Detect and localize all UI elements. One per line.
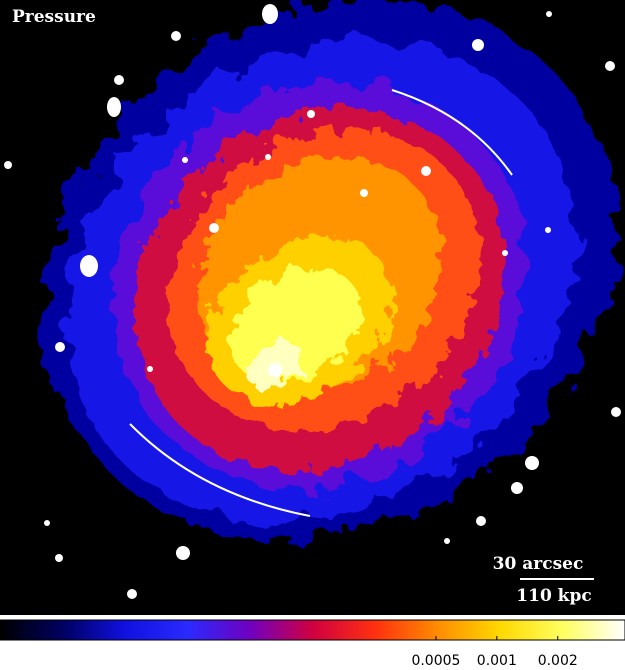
shock-arcs [129,89,513,517]
colorbar [0,619,625,641]
cluster-emission [44,0,616,541]
scale-bar-physical: 110 kpc [516,586,591,606]
point-sources [4,4,621,599]
colorbar-tick-label: 0.002 [538,653,578,669]
scale-bar-angular: 30 arcsec [493,554,584,574]
colorbar-tick-label: 0.001 [477,653,517,669]
panel-label: Pressure [12,7,96,27]
colorbar-tick-label: 0.0005 [411,653,460,669]
